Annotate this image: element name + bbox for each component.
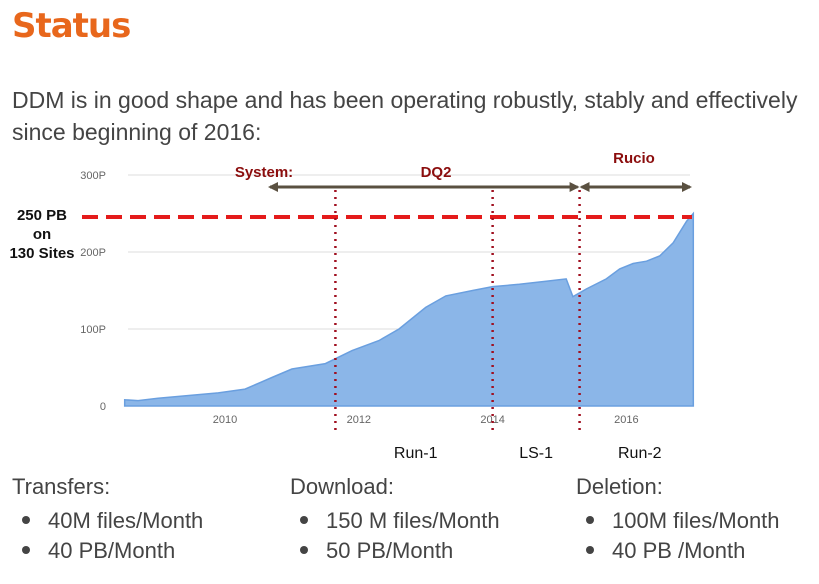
- download-heading: Download:: [290, 474, 394, 499]
- storage-chart: 0 100P 200P 300P 2010 2012 2014 2016 250 PB on 130…: [9, 150, 695, 462]
- intro-text: DDM is in good shape and has been operat…: [12, 87, 798, 145]
- bullet-icon: [22, 546, 30, 555]
- run-label: Run-2: [618, 445, 662, 462]
- list-item: 40M files/Month: [22, 506, 203, 536]
- transfers-files: 40M files/Month: [48, 508, 204, 533]
- list-item: 100M files/Month: [586, 506, 780, 536]
- bullet-icon: [586, 546, 594, 555]
- x-tick-label: 2016: [614, 414, 638, 426]
- list-item: 40 PB /Month: [586, 536, 780, 566]
- transfers-block: Transfers: 40M files/Month 40 PB/Month: [12, 474, 203, 566]
- download-files: 150 M files/Month: [326, 508, 500, 533]
- bullet-icon: [586, 516, 594, 525]
- run-label: Run-1: [394, 445, 438, 462]
- list-item: 150 M files/Month: [300, 506, 500, 536]
- y-tick-label: 200P: [80, 247, 106, 259]
- bullet-icon: [22, 516, 30, 525]
- slide-title: Status: [12, 6, 131, 46]
- bullet-icon: [300, 546, 308, 555]
- transfers-volume: 40 PB/Month: [48, 538, 176, 563]
- deletion-block: Deletion: 100M files/Month 40 PB /Month: [576, 474, 780, 566]
- period-label: DQ2: [421, 164, 452, 181]
- deletion-heading: Deletion:: [576, 474, 663, 499]
- download-block: Download: 150 M files/Month 50 PB/Month: [290, 474, 500, 566]
- capacity-label: 250 PB: [17, 207, 67, 224]
- system-label: System:: [235, 164, 293, 181]
- transfers-heading: Transfers:: [12, 474, 111, 499]
- run-label: LS-1: [519, 445, 553, 462]
- download-volume: 50 PB/Month: [326, 538, 454, 563]
- y-tick-label: 0: [100, 401, 106, 413]
- x-tick-label: 2014: [480, 414, 504, 426]
- list-item: 40 PB/Month: [22, 536, 203, 566]
- x-tick-label: 2012: [347, 414, 371, 426]
- y-tick-label: 100P: [80, 324, 106, 336]
- storage-area: [123, 211, 695, 407]
- deletion-files: 100M files/Month: [612, 508, 780, 533]
- x-tick-label: 2010: [213, 414, 237, 426]
- bullet-icon: [300, 516, 308, 525]
- capacity-label: 130 Sites: [9, 245, 74, 262]
- list-item: 50 PB/Month: [300, 536, 500, 566]
- period-label: Rucio: [613, 150, 655, 167]
- capacity-label: on: [33, 226, 51, 243]
- deletion-volume: 40 PB /Month: [612, 538, 746, 563]
- y-tick-label: 300P: [80, 170, 106, 182]
